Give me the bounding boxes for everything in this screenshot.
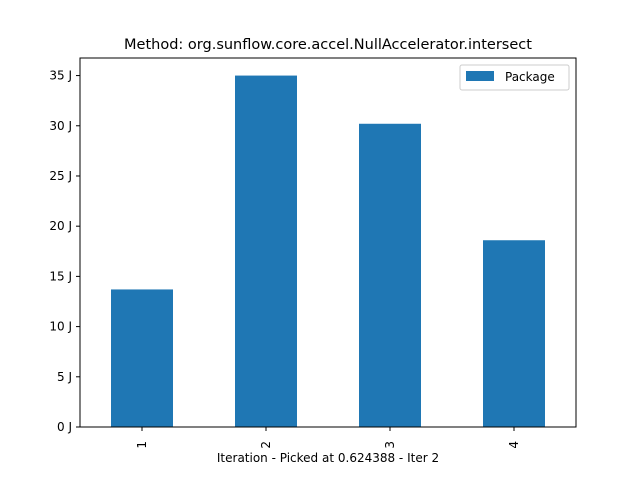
legend-swatch xyxy=(466,71,494,81)
y-tick-label: 35 J xyxy=(49,69,72,83)
y-tick-label: 5 J xyxy=(57,370,72,384)
x-tick-label: 3 xyxy=(383,441,397,449)
x-axis: 1 2 3 4 xyxy=(135,427,521,449)
y-tick-label: 20 J xyxy=(49,219,72,233)
x-tick-label: 4 xyxy=(507,441,521,449)
x-tick-label: 1 xyxy=(135,441,149,449)
y-tick-label: 0 J xyxy=(57,420,72,434)
x-tick-label: 2 xyxy=(259,441,273,449)
y-axis: 0 J 5 J 10 J 15 J 20 J 25 J 30 J 35 J xyxy=(49,69,80,434)
bar-1 xyxy=(111,289,173,427)
y-tick-label: 10 J xyxy=(49,320,72,334)
legend-label: Package xyxy=(505,70,555,84)
y-tick-label: 30 J xyxy=(49,119,72,133)
y-tick-label: 25 J xyxy=(49,169,72,183)
x-axis-label: Iteration - Picked at 0.624388 - Iter 2 xyxy=(217,451,439,465)
chart-title: Method: org.sunflow.core.accel.NullAccel… xyxy=(124,37,532,53)
legend: Package xyxy=(459,64,570,91)
bars-group xyxy=(111,75,545,428)
plot-frame xyxy=(79,57,577,428)
bar-3 xyxy=(359,123,421,428)
y-tick-label: 15 J xyxy=(49,269,72,283)
bar-4 xyxy=(483,240,545,427)
bar-2 xyxy=(235,75,297,428)
